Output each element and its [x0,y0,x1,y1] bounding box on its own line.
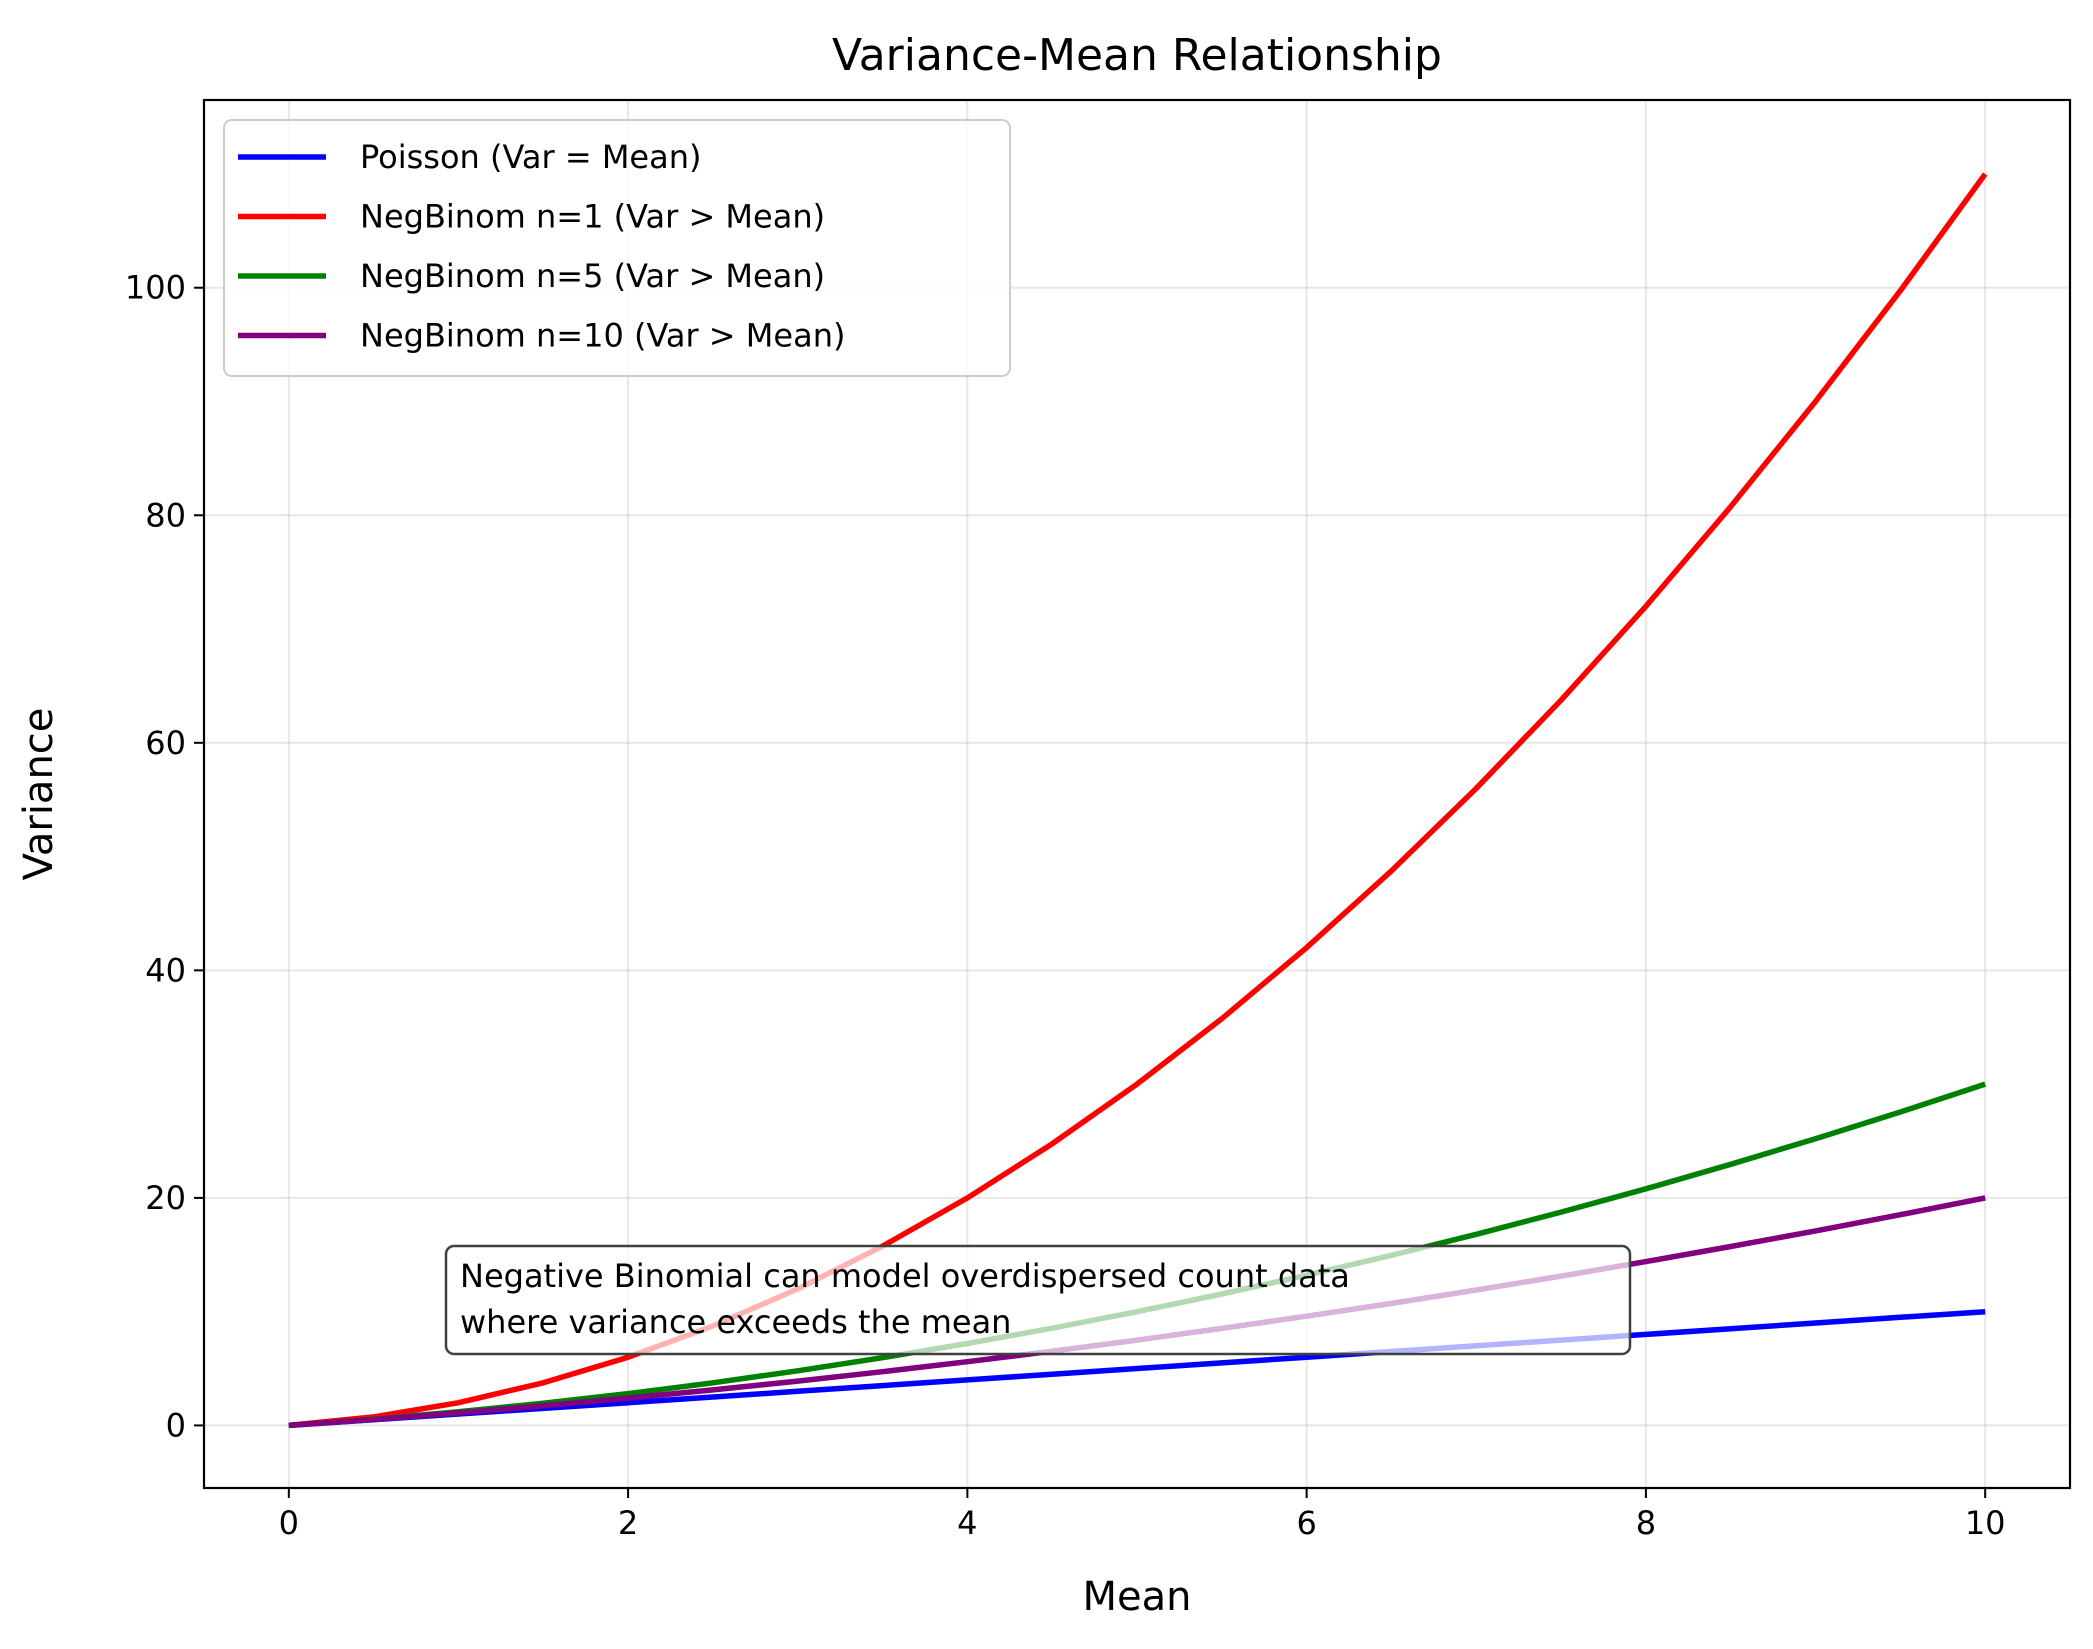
series-line-1 [288,1308,1986,1429]
x-tick-label: 10 [1965,1504,2006,1542]
annotation-line-2: where variance exceeds the mean [460,1303,1011,1341]
y-tick-label: 60 [145,724,186,762]
x-tick-label: 2 [618,1504,638,1542]
y-tick-label: 80 [145,496,186,534]
x-tick-label: 4 [957,1504,977,1542]
x-axis-label: Mean [1083,1574,1192,1620]
x-tick-label: 6 [1296,1504,1316,1542]
legend-label-4: NegBinom n=10 (Var > Mean) [360,317,845,355]
annotation: Negative Binomial can model overdisperse… [444,1244,1632,1356]
y-axis-label: Variance [16,708,62,881]
y-tick-label: 0 [166,1406,186,1444]
legend: Poisson (Var = Mean) NegBinom n=1 (Var > … [223,119,1011,377]
series-line-2 [288,172,1988,1429]
y-tick-label: 40 [145,951,186,989]
y-tick-label: 100 [125,269,186,307]
legend-box [223,119,1011,377]
y-tick-label: 20 [145,1179,186,1217]
legend-label-1: Poisson (Var = Mean) [360,138,701,176]
legend-label-2: NegBinom n=1 (Var > Mean) [360,198,825,236]
chart-title: Variance-Mean Relationship [832,30,1442,81]
x-tick-label: 0 [279,1504,299,1542]
annotation-line-1: Negative Binomial can model overdisperse… [460,1257,1350,1295]
x-tick-label: 8 [1636,1504,1656,1542]
legend-label-3: NegBinom n=5 (Var > Mean) [360,257,825,295]
plot-frame [202,98,2072,1490]
annotation-box [444,1244,1632,1356]
